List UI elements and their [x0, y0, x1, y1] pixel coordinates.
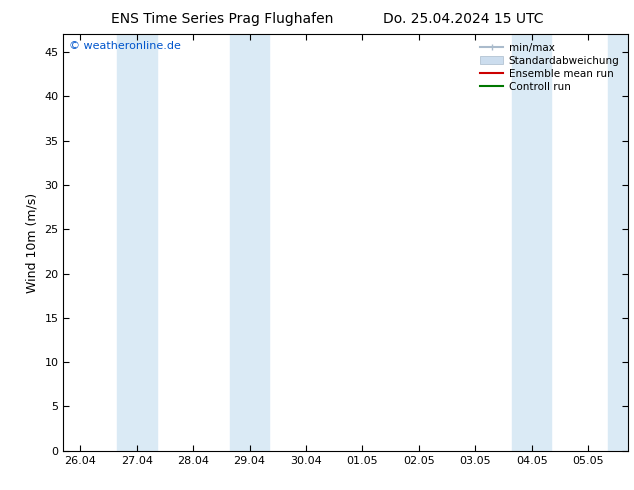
Text: Do. 25.04.2024 15 UTC: Do. 25.04.2024 15 UTC: [382, 12, 543, 26]
Text: ENS Time Series Prag Flughafen: ENS Time Series Prag Flughafen: [111, 12, 333, 26]
Text: © weatheronline.de: © weatheronline.de: [69, 41, 181, 50]
Bar: [230, 34, 269, 451]
Bar: [512, 34, 552, 451]
Bar: [117, 34, 157, 451]
Legend: min/max, Standardabweichung, Ensemble mean run, Controll run: min/max, Standardabweichung, Ensemble me…: [477, 40, 623, 95]
Bar: [608, 34, 628, 451]
Y-axis label: Wind 10m (m/s): Wind 10m (m/s): [26, 193, 39, 293]
